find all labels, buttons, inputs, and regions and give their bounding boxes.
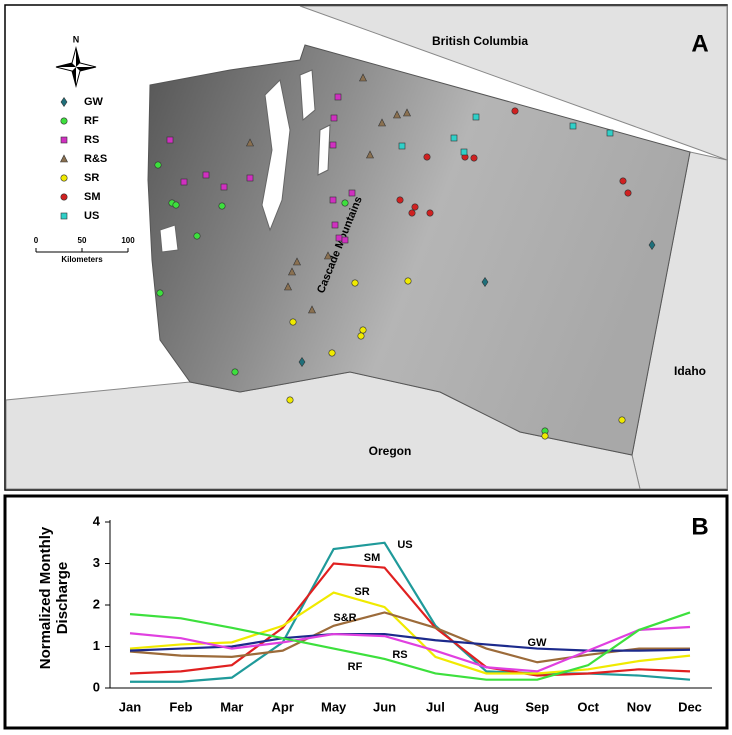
x-tick-label: Feb — [169, 699, 192, 714]
site-marker — [61, 213, 67, 219]
site-marker — [61, 118, 67, 124]
site-marker — [194, 233, 200, 239]
site-marker — [155, 162, 161, 168]
site-marker — [471, 155, 477, 161]
site-marker — [358, 333, 364, 339]
site-marker — [287, 397, 293, 403]
site-marker — [221, 184, 227, 190]
site-marker — [61, 194, 67, 200]
site-marker — [290, 319, 296, 325]
site-marker — [397, 197, 403, 203]
scale-label: 100 — [121, 236, 135, 245]
site-marker — [427, 210, 433, 216]
legend-label: RF — [84, 115, 99, 127]
site-marker — [620, 178, 626, 184]
site-marker — [336, 235, 342, 241]
north-label: N — [73, 34, 80, 44]
x-tick-label: Oct — [577, 699, 599, 714]
site-marker — [232, 369, 238, 375]
x-tick-label: Jan — [119, 699, 141, 714]
site-marker — [461, 149, 467, 155]
figure-svg: British Columbia Idaho Oregon Cascade Mo… — [0, 0, 732, 735]
scale-label: 0 — [34, 236, 39, 245]
site-marker — [329, 350, 335, 356]
site-marker — [542, 433, 548, 439]
site-marker — [352, 280, 358, 286]
site-marker — [167, 137, 173, 143]
site-marker — [570, 123, 576, 129]
region-label: British Columbia — [432, 34, 528, 48]
x-tick-label: Sep — [525, 699, 549, 714]
site-marker — [331, 115, 337, 121]
figure: British Columbia Idaho Oregon Cascade Mo… — [0, 0, 732, 735]
legend-label: GW — [84, 96, 104, 108]
chart-frame — [5, 496, 727, 728]
site-marker — [342, 237, 348, 243]
site-marker — [607, 130, 613, 136]
x-tick-label: Dec — [678, 699, 702, 714]
site-marker — [473, 114, 479, 120]
site-marker — [342, 200, 348, 206]
x-tick-label: Apr — [272, 699, 294, 714]
y-axis-title: Normalized Monthly Discharge — [37, 513, 71, 683]
series-label: SR — [354, 586, 369, 598]
site-marker — [451, 135, 457, 141]
site-marker — [412, 204, 418, 210]
site-marker — [335, 94, 341, 100]
region-label: Oregon — [369, 444, 412, 458]
series-label: S&R — [333, 612, 356, 624]
series-label: US — [397, 539, 412, 551]
site-marker — [349, 190, 355, 196]
region-label: Idaho — [674, 364, 706, 378]
x-tick-label: Nov — [627, 699, 652, 714]
panel-label: B — [691, 513, 708, 540]
site-marker — [61, 137, 67, 143]
grays-harbor — [160, 225, 178, 252]
series-label: RS — [392, 649, 407, 661]
series-label: SM — [364, 552, 381, 564]
site-marker — [399, 143, 405, 149]
site-marker — [332, 222, 338, 228]
site-marker — [409, 210, 415, 216]
site-marker — [330, 142, 336, 148]
site-marker — [625, 190, 631, 196]
site-marker — [157, 290, 163, 296]
panel-label: A — [691, 30, 708, 57]
site-marker — [424, 154, 430, 160]
legend-label: RS — [84, 134, 99, 146]
legend-label: SR — [84, 172, 99, 184]
y-tick-label: 1 — [93, 638, 100, 653]
site-marker — [203, 172, 209, 178]
site-marker — [173, 202, 179, 208]
y-tick-label: 4 — [93, 513, 101, 528]
x-tick-label: Aug — [474, 699, 499, 714]
series-label: GW — [528, 637, 548, 649]
x-tick-label: Jun — [373, 699, 396, 714]
legend-label: SM — [84, 191, 101, 203]
site-marker — [512, 108, 518, 114]
y-tick-label: 3 — [93, 555, 100, 570]
site-marker — [61, 175, 67, 181]
x-tick-label: Jul — [426, 699, 445, 714]
series-label: RF — [348, 661, 363, 673]
site-marker — [360, 327, 366, 333]
y-tick-label: 0 — [93, 679, 100, 694]
scale-unit: Kilometers — [61, 255, 103, 264]
island — [318, 125, 330, 175]
site-marker — [330, 197, 336, 203]
legend-label: US — [84, 210, 99, 222]
site-marker — [247, 175, 253, 181]
site-marker — [619, 417, 625, 423]
site-marker — [181, 179, 187, 185]
legend-label: R&S — [84, 153, 107, 165]
x-tick-label: Mar — [220, 699, 243, 714]
y-tick-label: 2 — [93, 596, 100, 611]
island — [300, 70, 315, 120]
site-marker — [405, 278, 411, 284]
x-tick-label: May — [321, 699, 347, 714]
site-marker — [219, 203, 225, 209]
scale-label: 50 — [78, 236, 87, 245]
